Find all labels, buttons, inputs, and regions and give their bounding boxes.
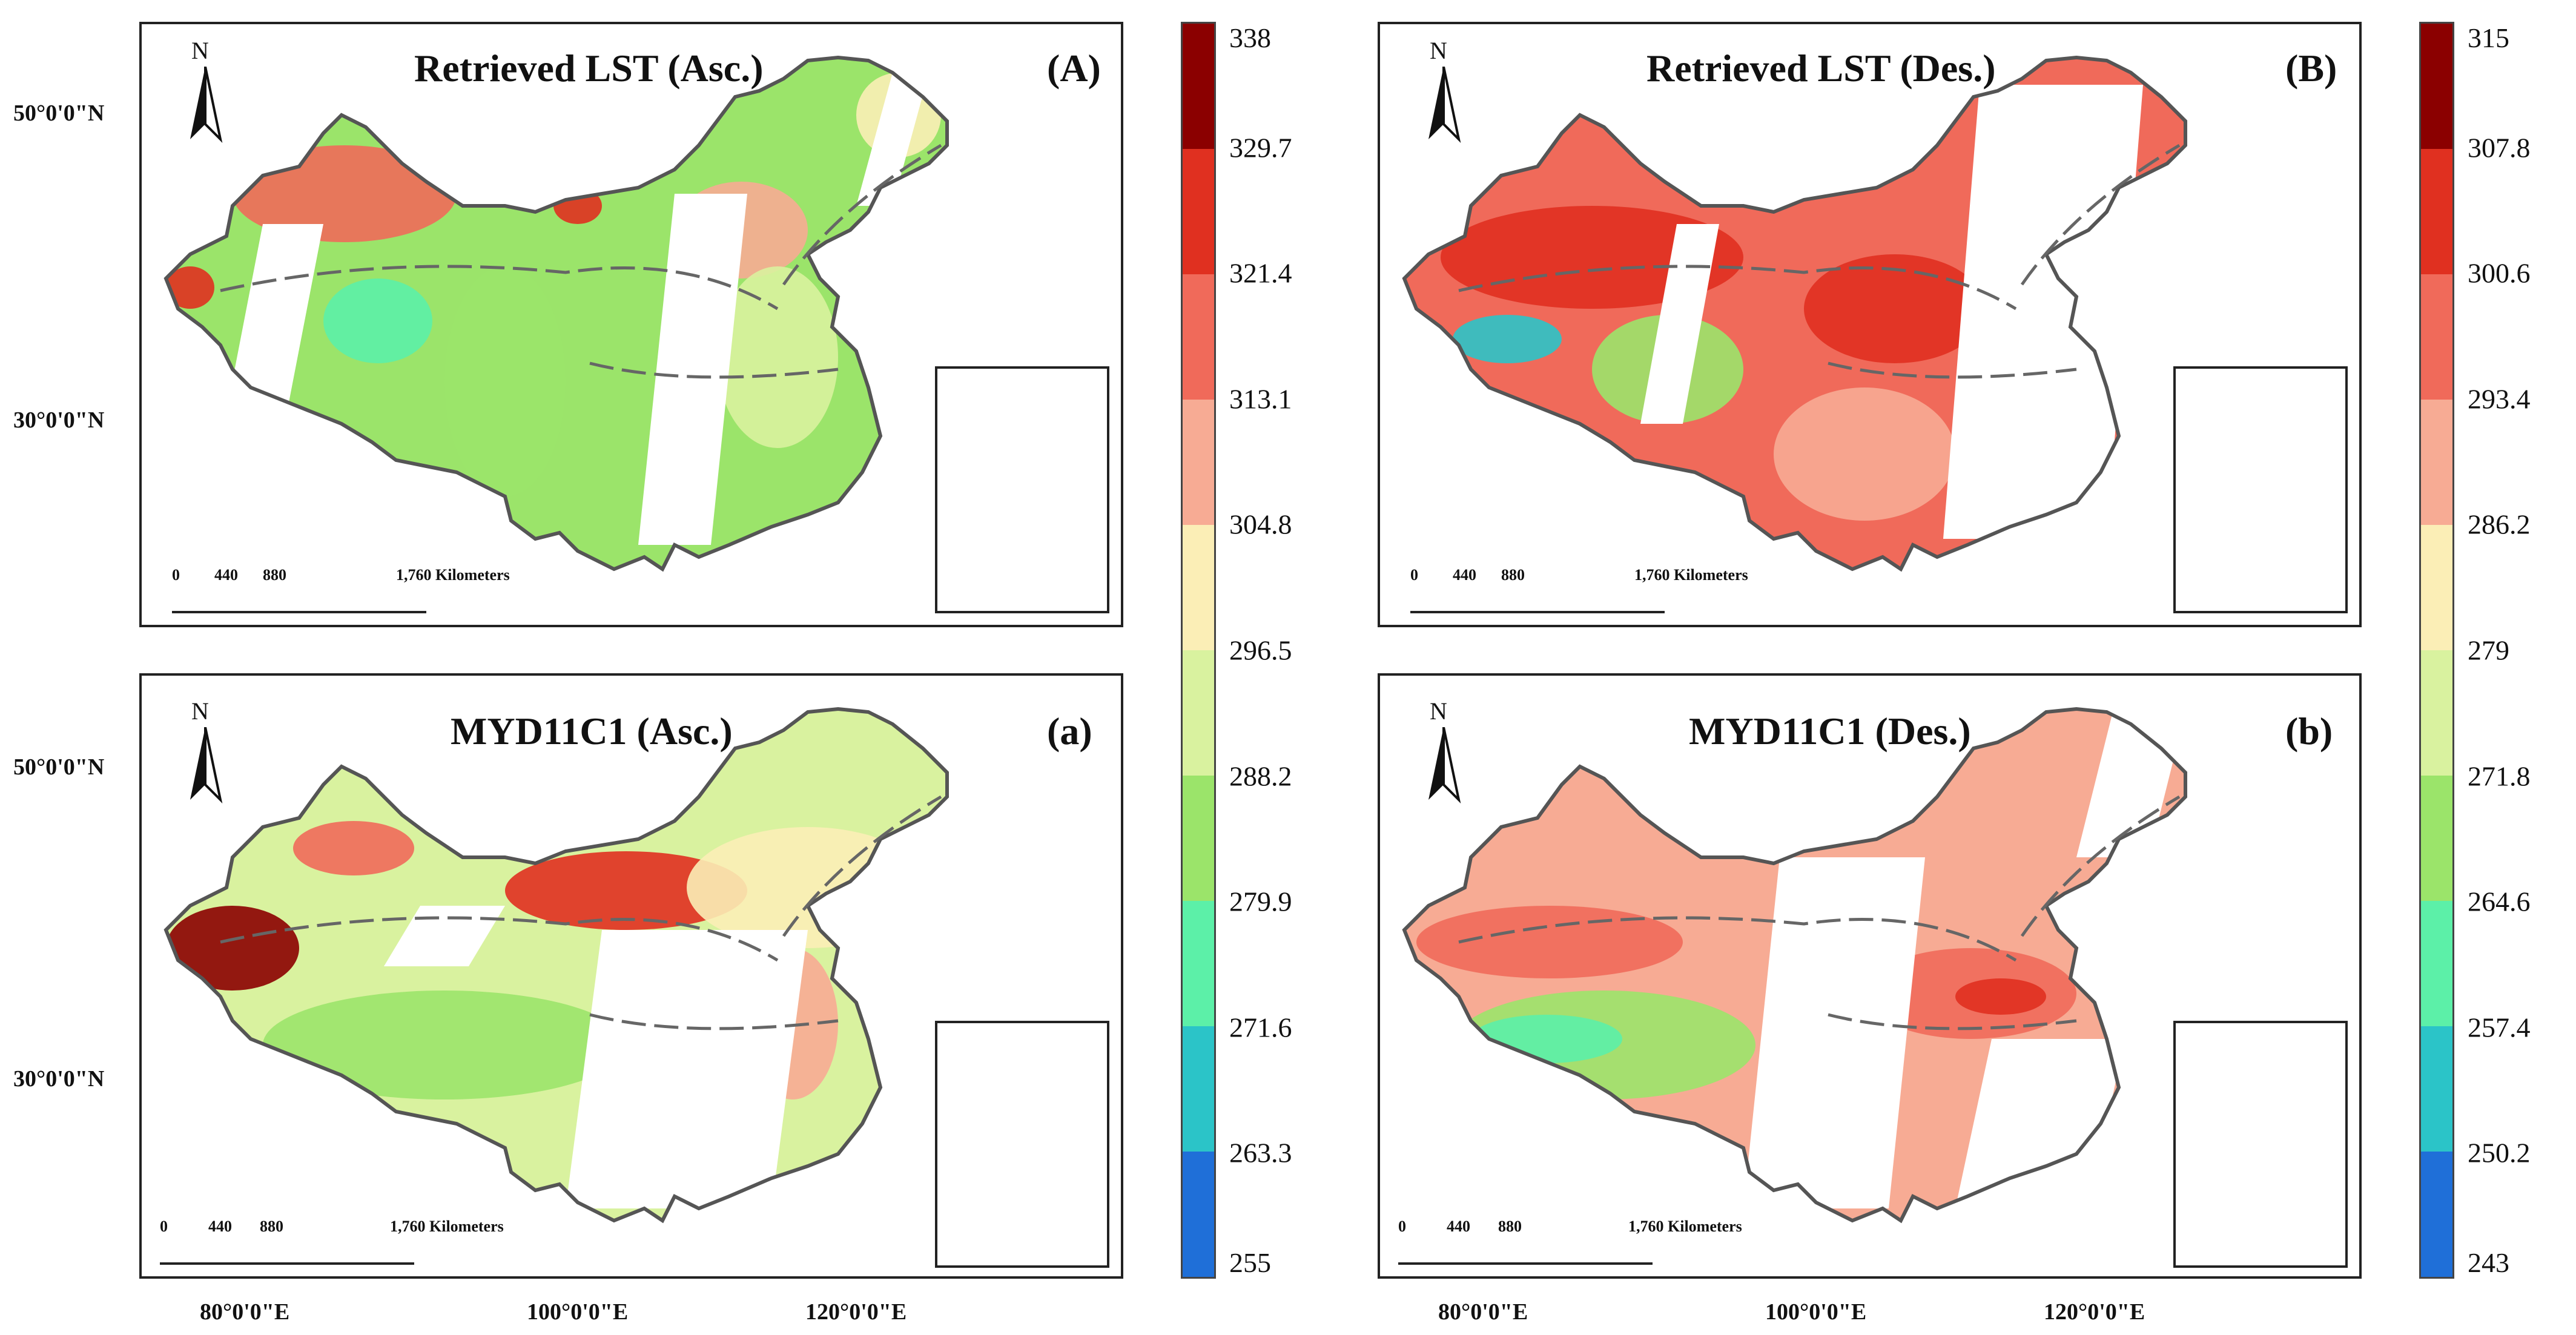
panel-title: Retrieved LST (Des.) bbox=[1646, 47, 1996, 90]
map-a bbox=[163, 707, 949, 1224]
panel-title: MYD11C1 (Des.) bbox=[1689, 710, 1971, 753]
colorbar-segment bbox=[2421, 274, 2452, 400]
lon-label-80e: 80°0'0"E bbox=[1438, 1299, 1528, 1325]
lat-label-50n: 50°0'0"N bbox=[13, 101, 105, 126]
colorbar-tick-label: 304.8 bbox=[1229, 509, 1292, 540]
inset-map bbox=[2173, 1021, 2348, 1268]
lat-label-30n: 30°0'0"N bbox=[13, 1066, 105, 1092]
colorbar-tick-label: 255 bbox=[1229, 1247, 1271, 1278]
colorbar-segment bbox=[2421, 525, 2452, 650]
colorbar-tick-label: 296.5 bbox=[1229, 635, 1292, 666]
colorbar-tick-label: 293.4 bbox=[2468, 383, 2531, 415]
colorbar-segment bbox=[1183, 274, 1214, 400]
north-arrow-icon: N bbox=[1416, 697, 1471, 818]
map-B bbox=[1402, 55, 2187, 572]
lat-label-50n: 50°0'0"N bbox=[13, 754, 105, 780]
colorbar-segment bbox=[1183, 525, 1214, 650]
north-arrow-icon: N bbox=[1416, 36, 1471, 157]
lon-label-120e: 120°0'0"E bbox=[805, 1299, 907, 1325]
colorbar-segment bbox=[1183, 1152, 1214, 1277]
colorbar-segment bbox=[1183, 24, 1214, 149]
inset-map bbox=[935, 1021, 1109, 1268]
colorbar-segment bbox=[2421, 650, 2452, 776]
panel-label: (b) bbox=[2285, 710, 2333, 753]
map-b bbox=[1402, 707, 2187, 1224]
lon-label-100e: 100°0'0"E bbox=[1765, 1299, 1867, 1325]
colorbar-segment bbox=[1183, 149, 1214, 274]
colorbar-segment bbox=[1183, 400, 1214, 525]
panel-B: Retrieved LST (Des.) (B) N 0 440 880 1,7… bbox=[1378, 22, 2362, 627]
colorbar-segment bbox=[2421, 901, 2452, 1026]
panel-title: MYD11C1 (Asc.) bbox=[451, 710, 733, 753]
colorbar-left bbox=[1181, 22, 1216, 1279]
inset-map bbox=[935, 366, 1109, 613]
panel-a: MYD11C1 (Asc.) (a) N 0 440 880 1,760 Kil… bbox=[139, 673, 1123, 1279]
north-label: N bbox=[1430, 37, 1447, 64]
panel-A: Retrieved LST (Asc.) (A) N 0 440 880 1,7… bbox=[139, 22, 1123, 627]
colorbar-segment bbox=[2421, 776, 2452, 901]
colorbar-tick-label: 338 bbox=[1229, 22, 1271, 53]
north-label: N bbox=[191, 37, 209, 64]
lon-label-80e: 80°0'0"E bbox=[200, 1299, 290, 1325]
colorbar-tick-label: 329.7 bbox=[1229, 132, 1292, 163]
colorbar-tick-label: 243 bbox=[2468, 1247, 2509, 1278]
colorbar-tick-label: 279 bbox=[2468, 635, 2509, 666]
lon-label-100e: 100°0'0"E bbox=[527, 1299, 629, 1325]
north-arrow-icon: N bbox=[178, 697, 233, 818]
colorbar-tick-label: 300.6 bbox=[2468, 257, 2531, 289]
colorbar-segment bbox=[1183, 776, 1214, 901]
north-arrow-icon: N bbox=[178, 36, 233, 157]
colorbar-tick-label: 315 bbox=[2468, 22, 2509, 53]
colorbar-segment bbox=[1183, 901, 1214, 1026]
panel-label: (a) bbox=[1047, 710, 1092, 753]
colorbar-tick-label: 263.3 bbox=[1229, 1137, 1292, 1169]
colorbar-segment bbox=[2421, 1026, 2452, 1152]
panel-label: (A) bbox=[1047, 47, 1101, 90]
colorbar-segment bbox=[2421, 400, 2452, 525]
panel-b: MYD11C1 (Des.) (b) N 0 440 880 1,760 Kil… bbox=[1378, 673, 2362, 1279]
colorbar-segment bbox=[2421, 149, 2452, 274]
colorbar-segment bbox=[2421, 1152, 2452, 1277]
north-label: N bbox=[1430, 697, 1447, 725]
colorbar-tick-label: 321.4 bbox=[1229, 257, 1292, 289]
colorbar-tick-label: 250.2 bbox=[2468, 1137, 2531, 1169]
colorbar-segment bbox=[2421, 24, 2452, 149]
colorbar-tick-label: 279.9 bbox=[1229, 886, 1292, 917]
map-A bbox=[163, 55, 949, 572]
inset-map bbox=[2173, 366, 2348, 613]
colorbar-tick-label: 264.6 bbox=[2468, 886, 2531, 917]
colorbar-segment bbox=[1183, 1026, 1214, 1152]
colorbar-tick-label: 313.1 bbox=[1229, 383, 1292, 415]
colorbar-right bbox=[2419, 22, 2454, 1279]
colorbar-segment bbox=[1183, 650, 1214, 776]
panel-label: (B) bbox=[2285, 47, 2337, 90]
colorbar-tick-label: 257.4 bbox=[2468, 1012, 2531, 1043]
colorbar-tick-label: 307.8 bbox=[2468, 132, 2531, 163]
colorbar-tick-label: 271.6 bbox=[1229, 1012, 1292, 1043]
colorbar-tick-label: 288.2 bbox=[1229, 760, 1292, 792]
north-label: N bbox=[191, 697, 209, 725]
lat-label-30n: 30°0'0"N bbox=[13, 407, 105, 433]
lon-label-120e: 120°0'0"E bbox=[2044, 1299, 2145, 1325]
colorbar-tick-label: 271.8 bbox=[2468, 760, 2531, 792]
colorbar-tick-label: 286.2 bbox=[2468, 509, 2531, 540]
panel-title: Retrieved LST (Asc.) bbox=[414, 47, 764, 90]
